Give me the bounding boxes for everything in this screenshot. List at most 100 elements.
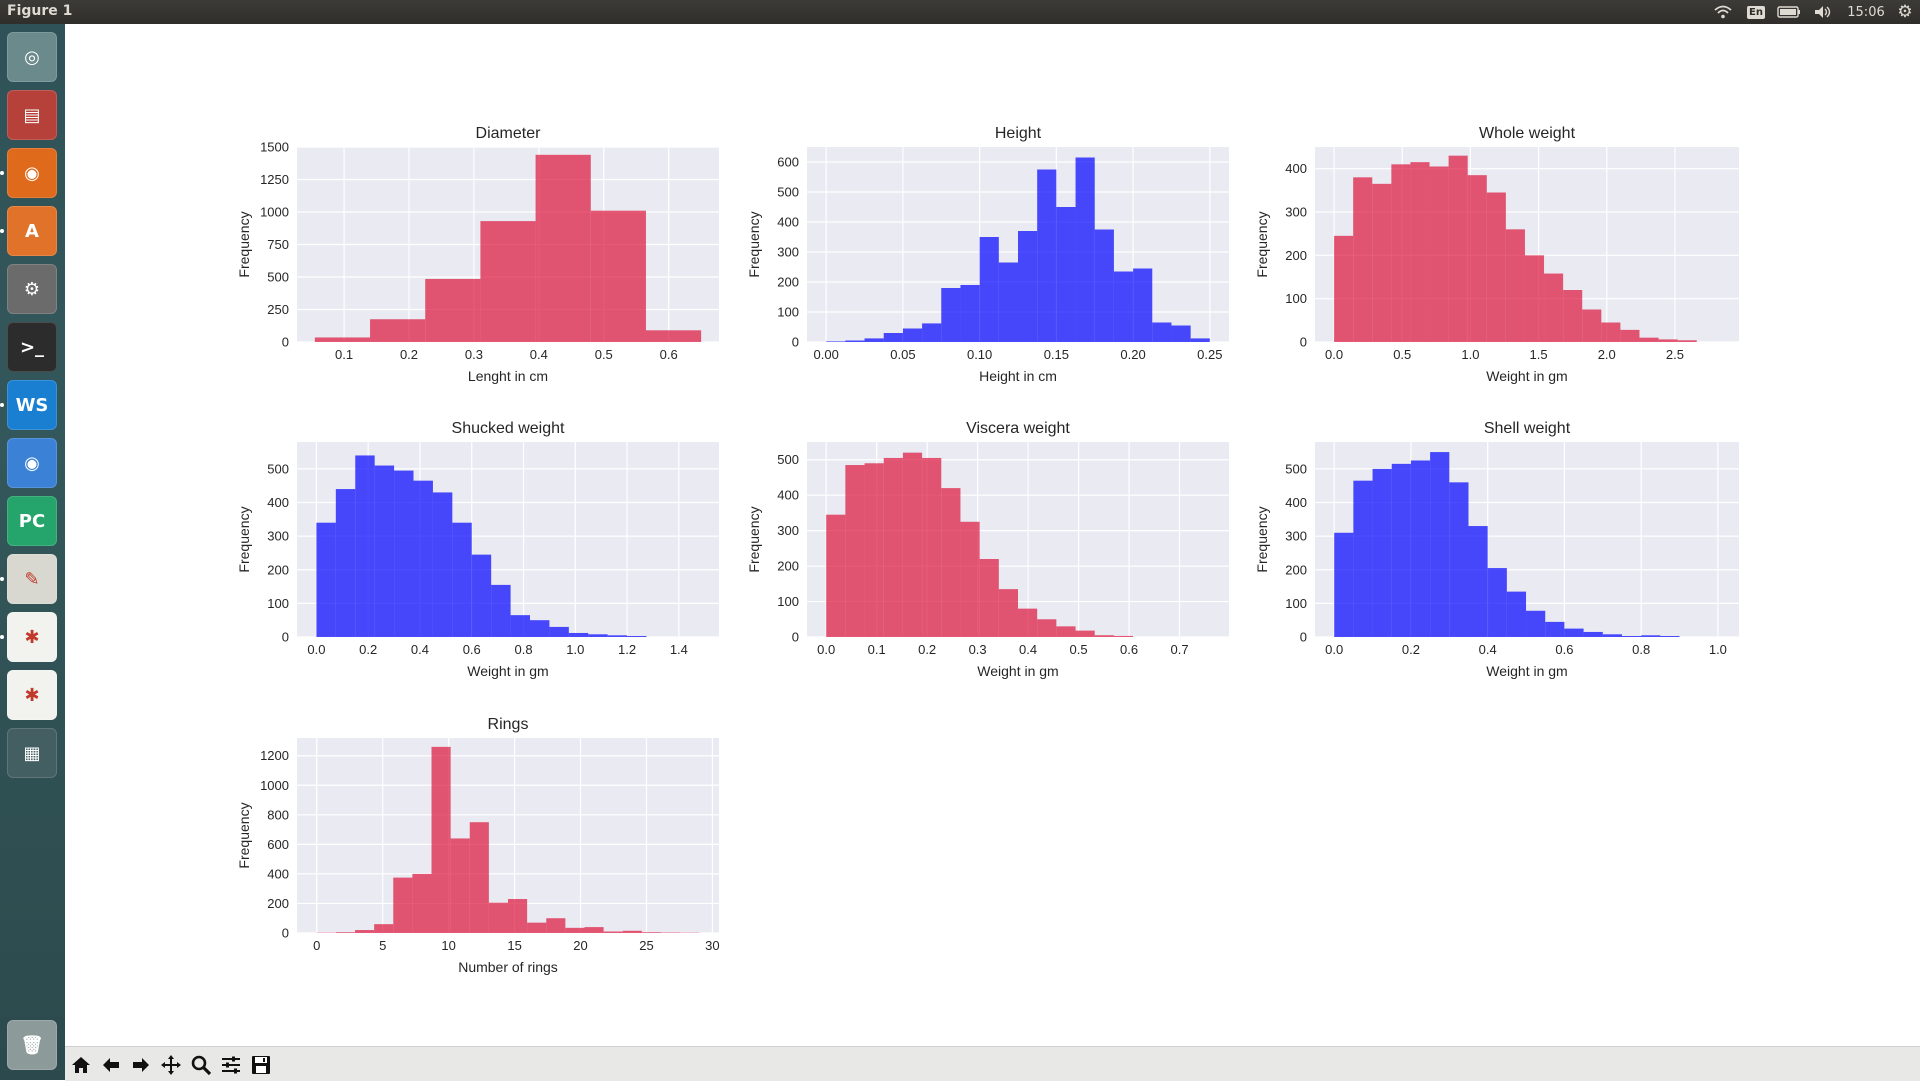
x-tick-label: 0.4 xyxy=(1479,642,1497,657)
x-tick-label: 0.00 xyxy=(814,347,839,362)
histogram-bar xyxy=(1526,611,1545,637)
files-icon[interactable]: ▤ xyxy=(7,90,57,140)
histogram-bar xyxy=(1507,592,1526,637)
x-tick-label: 0.2 xyxy=(400,347,418,362)
back-arrow-icon xyxy=(100,1054,122,1076)
x-axis-label: Height in cm xyxy=(979,368,1057,384)
back-arrow-button[interactable] xyxy=(98,1052,124,1078)
x-tick-label: 0 xyxy=(313,938,320,953)
webstorm-icon[interactable]: WS xyxy=(7,380,57,430)
x-tick-label: 0.2 xyxy=(1402,642,1420,657)
software-center-icon[interactable]: A xyxy=(7,206,57,256)
histogram-bar xyxy=(374,924,393,933)
x-tick-label: 0.0 xyxy=(817,642,835,657)
workspace-switcher-icon[interactable]: ▦ xyxy=(7,728,57,778)
y-tick-label: 300 xyxy=(1285,205,1307,220)
app-icon-2[interactable]: ✱ xyxy=(7,670,57,720)
x-tick-label: 0.5 xyxy=(1393,347,1411,362)
histogram-bar xyxy=(1639,338,1658,342)
x-tick-label: 0.4 xyxy=(411,642,429,657)
x-tick-label: 0.7 xyxy=(1170,642,1188,657)
subplot-title: Shucked weight xyxy=(452,420,566,437)
running-indicator xyxy=(0,403,4,407)
battery-icon[interactable] xyxy=(1776,0,1802,24)
firefox-icon[interactable]: ◉ xyxy=(7,148,57,198)
x-tick-label: 0.20 xyxy=(1120,347,1145,362)
y-tick-label: 0 xyxy=(792,335,799,350)
app-icon-1[interactable]: ✱ xyxy=(7,612,57,662)
trash-icon[interactable]: 🗑 xyxy=(7,1020,57,1070)
histogram-bar xyxy=(1584,632,1603,637)
save-button[interactable] xyxy=(248,1052,274,1078)
y-tick-label: 200 xyxy=(777,559,799,574)
system-settings-icon[interactable]: ⚙ xyxy=(7,264,57,314)
settings-gear-icon[interactable]: ⚙ xyxy=(1894,0,1916,24)
x-tick-label: 0.8 xyxy=(514,642,532,657)
subplot-title: Height xyxy=(995,125,1042,142)
histogram-bar xyxy=(999,589,1018,637)
histogram-bar xyxy=(1659,339,1678,342)
y-tick-label: 0 xyxy=(792,630,799,645)
y-tick-label: 400 xyxy=(1285,161,1307,176)
y-tick-label: 0 xyxy=(282,926,289,941)
text-editor-icon[interactable]: ✎ xyxy=(7,554,57,604)
histogram-bar xyxy=(511,615,530,637)
x-tick-label: 1.5 xyxy=(1530,347,1548,362)
volume-icon[interactable] xyxy=(1812,0,1834,24)
y-tick-label: 400 xyxy=(777,215,799,230)
forward-arrow-button[interactable] xyxy=(128,1052,154,1078)
histogram-bar xyxy=(1525,255,1544,342)
histogram-bar xyxy=(922,323,941,342)
pan-button[interactable] xyxy=(158,1052,184,1078)
x-tick-label: 0.2 xyxy=(359,642,377,657)
histogram-bar xyxy=(1152,323,1171,343)
keyboard-layout-icon[interactable]: En xyxy=(1746,0,1766,24)
x-tick-label: 0.6 xyxy=(463,642,481,657)
y-tick-label: 200 xyxy=(777,275,799,290)
histogram-bar xyxy=(451,838,470,933)
configure-subplots-icon xyxy=(220,1054,242,1076)
histogram-bar xyxy=(480,221,535,342)
zoom-button[interactable] xyxy=(188,1052,214,1078)
histogram-bar xyxy=(903,453,922,637)
configure-subplots-button[interactable] xyxy=(218,1052,244,1078)
histogram-bar xyxy=(884,333,903,342)
clock[interactable]: 15:06 xyxy=(1846,0,1886,24)
histogram-bar xyxy=(1601,323,1620,343)
x-tick-label: 0.3 xyxy=(969,642,987,657)
wifi-icon[interactable] xyxy=(1712,0,1734,24)
histogram-bar xyxy=(414,481,433,637)
home-button[interactable] xyxy=(68,1052,94,1078)
y-axis-label: Frequency xyxy=(1254,211,1270,277)
subplot-title: Viscera weight xyxy=(966,420,1070,437)
x-tick-label: 0.1 xyxy=(335,347,353,362)
chrome-icon[interactable]: ◉ xyxy=(7,438,57,488)
histogram-bar xyxy=(316,523,335,637)
histogram-bar xyxy=(1372,184,1391,342)
pycharm-icon[interactable]: PC xyxy=(7,496,57,546)
histogram-bar xyxy=(1353,177,1372,342)
x-tick-label: 25 xyxy=(639,938,653,953)
x-tick-label: 0.0 xyxy=(1325,347,1343,362)
histogram-bar xyxy=(826,515,845,637)
y-tick-label: 1200 xyxy=(260,748,289,763)
histogram-bar xyxy=(1620,330,1639,342)
terminal-icon[interactable]: >_ xyxy=(7,322,57,372)
x-tick-label: 0.0 xyxy=(1325,642,1343,657)
histogram-bar xyxy=(1334,236,1353,342)
histogram-bar xyxy=(1603,634,1622,637)
histogram-bar xyxy=(1095,230,1114,343)
dash-home-icon[interactable]: ◎ xyxy=(7,32,57,82)
histogram-bar xyxy=(865,338,884,342)
histogram-bar xyxy=(1114,272,1133,343)
running-indicator xyxy=(0,171,4,175)
y-tick-label: 500 xyxy=(267,461,289,476)
x-tick-label: 20 xyxy=(573,938,587,953)
y-tick-label: 750 xyxy=(267,237,289,252)
x-tick-label: 0.1 xyxy=(868,642,886,657)
